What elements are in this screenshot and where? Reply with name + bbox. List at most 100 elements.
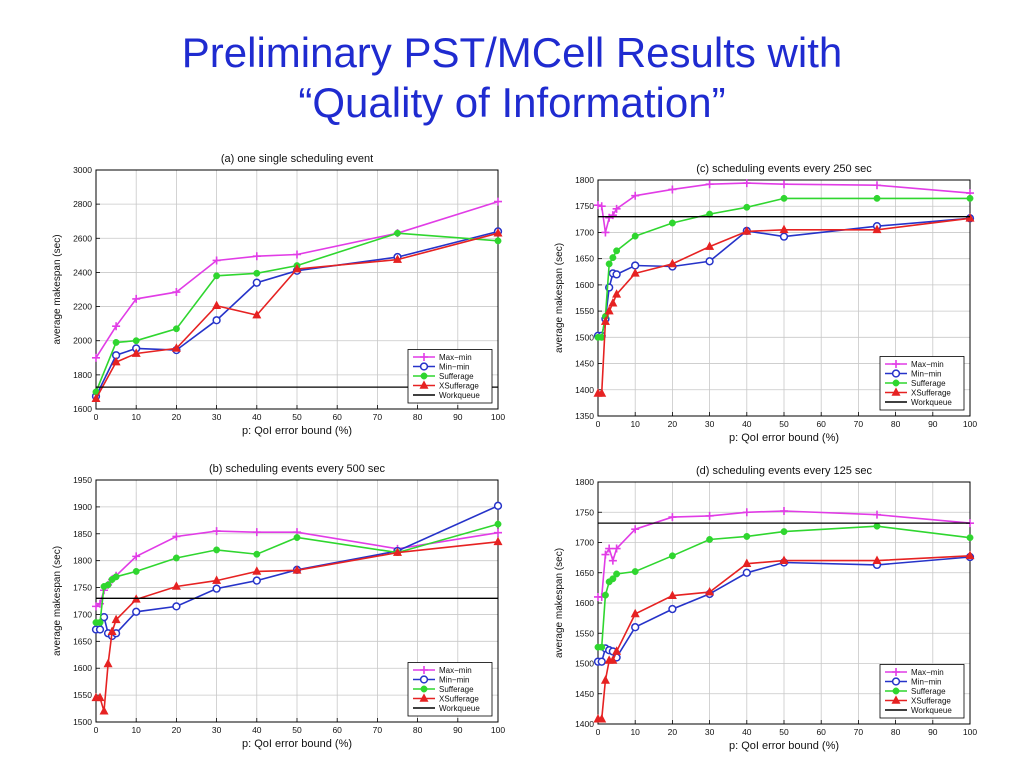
series-xsufferage <box>593 550 975 723</box>
data-point <box>873 194 881 202</box>
data-point <box>494 197 502 206</box>
data-point <box>212 316 221 325</box>
slide-title-line-2: “Quality of Information” <box>298 79 726 126</box>
x-tick-label: 90 <box>928 727 938 737</box>
data-point <box>132 607 141 616</box>
y-tick-label: 1900 <box>73 502 92 512</box>
data-point <box>705 257 714 266</box>
data-point <box>705 241 715 250</box>
data-point <box>104 581 112 589</box>
data-point <box>705 180 714 189</box>
x-tick-label: 30 <box>705 727 715 737</box>
x-tick-label: 30 <box>212 725 222 735</box>
data-point <box>668 552 676 560</box>
legend-item: Max−min <box>413 666 472 675</box>
data-point <box>631 191 640 200</box>
data-point <box>608 655 618 664</box>
data-point <box>172 288 181 297</box>
series-max-min <box>594 507 974 601</box>
data-point <box>605 260 613 268</box>
x-tick-label: 60 <box>332 725 342 735</box>
legend-swatch-marker <box>891 695 901 704</box>
x-axis-label: p: QoI error bound (%) <box>242 425 352 437</box>
data-point <box>612 270 621 279</box>
data-point <box>594 201 602 210</box>
legend-swatch-marker <box>420 685 428 693</box>
y-tick-label: 1500 <box>73 717 92 727</box>
y-tick-label: 1550 <box>575 628 594 638</box>
legend-label: Workqueue <box>439 391 480 400</box>
legend-swatch-marker <box>419 380 429 389</box>
y-tick-label: 1450 <box>575 359 594 369</box>
data-point <box>111 356 121 366</box>
y-tick-label: 2000 <box>73 336 92 346</box>
y-tick-label: 2400 <box>73 267 92 277</box>
data-point <box>668 604 677 614</box>
data-point <box>494 237 502 245</box>
legend-label: Max−min <box>439 353 472 362</box>
y-tick-label: 1600 <box>73 404 92 414</box>
data-point <box>107 626 117 635</box>
y-tick-label: 1600 <box>73 663 92 673</box>
legend-label: Min−min <box>911 678 941 687</box>
data-point <box>493 501 503 510</box>
slide-title-line-1: Preliminary PST/MCell Results with <box>181 29 843 76</box>
legend-label: Sufferage <box>439 685 474 694</box>
y-axis-label: average makespan (sec) <box>52 546 63 656</box>
x-tick-label: 70 <box>373 725 383 735</box>
legend-item: Workqueue <box>413 391 480 400</box>
data-point <box>171 581 181 590</box>
data-point <box>292 263 302 273</box>
data-point <box>293 250 301 259</box>
data-point <box>608 298 618 307</box>
data-point <box>394 229 401 237</box>
x-tick-label: 50 <box>292 412 302 422</box>
data-point <box>631 261 640 270</box>
y-tick-label: 1400 <box>575 385 594 395</box>
data-point <box>668 513 677 522</box>
data-point <box>872 224 882 234</box>
data-point <box>112 338 120 346</box>
data-point <box>668 185 677 194</box>
legend-swatch-marker <box>420 372 428 380</box>
y-tick-label: 1650 <box>575 254 594 264</box>
data-point <box>132 294 141 303</box>
x-tick-label: 20 <box>668 419 678 429</box>
data-point <box>601 228 610 237</box>
data-point <box>597 202 606 211</box>
chart-title: (b) scheduling events every 500 sec <box>209 463 386 475</box>
y-tick-label: 1500 <box>575 332 594 342</box>
data-point <box>597 657 606 666</box>
legend-swatch-marker <box>892 668 900 676</box>
chart-a: (a) one single scheduling event 0 10 20 30 40… <box>52 153 505 437</box>
x-tick-label: 0 <box>94 725 99 735</box>
legend-item: XSufferage <box>885 695 951 706</box>
legend-swatch-marker <box>892 360 900 368</box>
legend: Max−minMin−minSufferageXSufferageWorkque… <box>879 664 965 719</box>
legend-item: Workqueue <box>413 704 480 713</box>
data-point <box>212 584 221 593</box>
data-point <box>172 325 180 333</box>
legend-item: Max−min <box>885 360 944 369</box>
y-tick-label: 1500 <box>575 659 594 669</box>
data-point <box>212 575 222 584</box>
data-point <box>612 204 621 213</box>
data-point <box>393 547 402 556</box>
legend: Max−minMin−minSufferageXSufferageWorkque… <box>407 662 493 717</box>
y-tick-label: 1450 <box>575 689 594 699</box>
y-tick-label: 1600 <box>575 280 594 290</box>
legend-item: Min−min <box>413 362 469 372</box>
y-tick-label: 1400 <box>575 719 594 729</box>
y-tick-label: 1550 <box>575 306 594 316</box>
x-axis-label: p: QoI error bound (%) <box>729 432 839 444</box>
series-xsufferage <box>593 213 975 397</box>
x-tick-label: 10 <box>630 419 640 429</box>
data-point <box>742 508 751 517</box>
y-tick-label: 1550 <box>73 690 92 700</box>
data-point <box>705 511 714 520</box>
data-point <box>600 675 610 684</box>
y-axis-label: average makespan (sec) <box>554 243 565 353</box>
data-point <box>613 247 621 255</box>
x-tick-label: 20 <box>172 725 182 735</box>
data-point <box>92 602 100 611</box>
